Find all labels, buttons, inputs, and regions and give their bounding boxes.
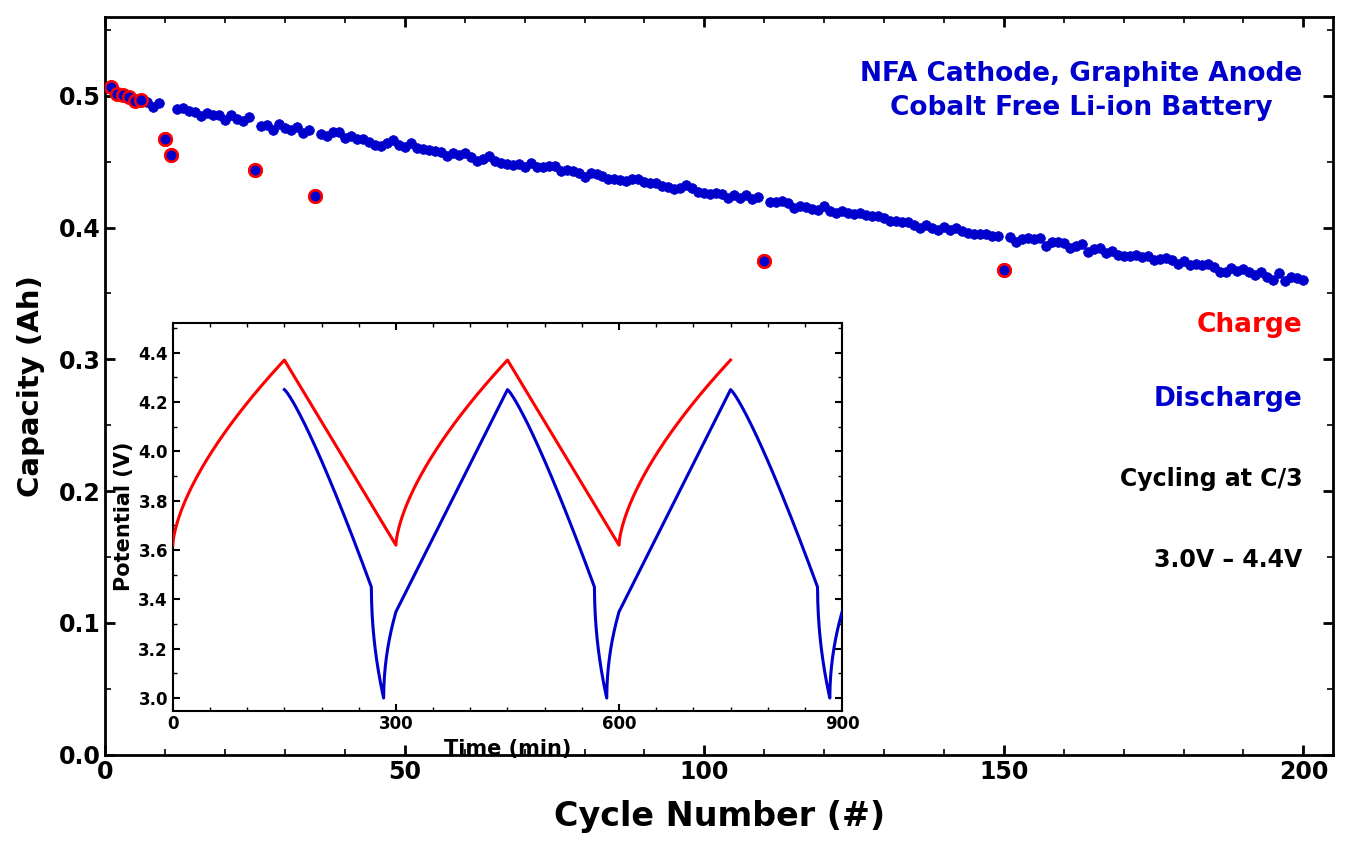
Text: 3.0V – 4.4V: 3.0V – 4.4V xyxy=(1154,548,1303,572)
Text: NFA Cathode, Graphite Anode
Cobalt Free Li-ion Battery: NFA Cathode, Graphite Anode Cobalt Free … xyxy=(860,61,1303,121)
Text: Discharge: Discharge xyxy=(1154,386,1303,411)
X-axis label: Cycle Number (#): Cycle Number (#) xyxy=(554,801,884,833)
Text: Charge: Charge xyxy=(1197,312,1303,338)
Text: Cycling at C/3: Cycling at C/3 xyxy=(1120,467,1303,491)
Y-axis label: Capacity (Ah): Capacity (Ah) xyxy=(16,275,45,496)
